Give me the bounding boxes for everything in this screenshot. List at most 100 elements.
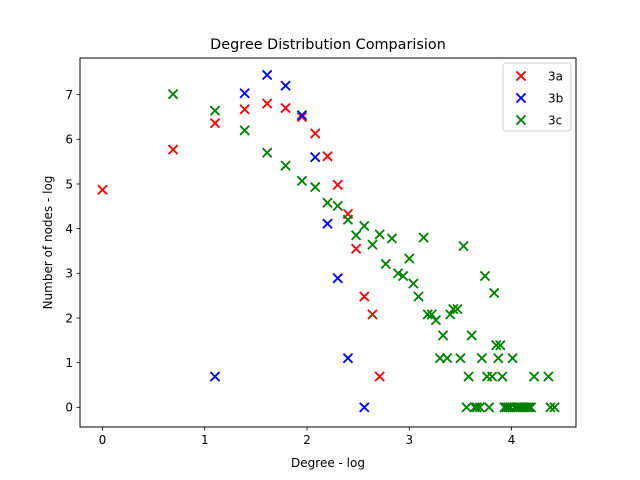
series-3a: [97, 98, 385, 382]
data-point: [261, 98, 273, 109]
data-point: [342, 214, 354, 225]
legend-marker-3b: [515, 92, 527, 104]
data-point: [167, 88, 179, 100]
data-point: [239, 104, 250, 115]
data-point: [310, 151, 321, 163]
series-3b: [209, 69, 370, 413]
x-axis-label: Degree - log: [291, 456, 365, 470]
data-point: [296, 111, 308, 123]
data-point: [167, 144, 179, 155]
data-point: [471, 402, 482, 413]
data-point: [469, 402, 480, 413]
data-point: [441, 353, 453, 364]
data-point: [386, 233, 398, 244]
data-point: [493, 353, 504, 364]
data-point: [209, 118, 221, 129]
y-axis-label: Number of nodes - log: [41, 176, 55, 310]
data-point: [525, 402, 537, 413]
y-tick-label: 3: [65, 267, 73, 281]
chart-title: Degree Distribution Comparision: [210, 37, 446, 53]
data-point: [367, 239, 378, 250]
data-point: [452, 303, 463, 315]
x-tick-label: 2: [303, 433, 311, 447]
x-tick-label: 0: [99, 433, 107, 447]
legend: 3a 3b 3c: [502, 62, 572, 132]
data-point: [437, 330, 449, 341]
data-point: [483, 402, 495, 413]
y-tick-label: 6: [65, 133, 73, 147]
y-tick-label: 1: [65, 356, 73, 370]
data-point: [434, 353, 446, 364]
data-point: [310, 128, 321, 139]
data-point: [497, 371, 508, 382]
data-point: [261, 69, 273, 81]
y-tick-label: 7: [65, 88, 73, 102]
data-point: [261, 147, 273, 158]
data-point: [367, 309, 378, 320]
data-point: [359, 220, 370, 232]
y-tick-label: 0: [65, 401, 73, 415]
y-axis: 0 1 2 3 4 5 6 7: [65, 88, 80, 415]
legend-marker-3a: [515, 70, 527, 82]
data-point: [239, 125, 250, 136]
data-point: [296, 109, 308, 121]
data-point: [463, 371, 474, 382]
data-point: [466, 330, 477, 341]
y-tick-label: 4: [65, 222, 73, 236]
data-point: [418, 232, 429, 243]
legend-box: [502, 62, 572, 132]
x-tick-label: 1: [201, 433, 209, 447]
data-point: [481, 371, 493, 382]
data-point: [359, 291, 370, 302]
data-point: [413, 291, 424, 302]
data-point: [523, 402, 535, 413]
data-point: [332, 200, 343, 212]
points-layer: [97, 69, 560, 413]
data-point: [97, 184, 108, 195]
data-point: [350, 230, 362, 241]
legend-label-3b: 3b: [548, 91, 563, 105]
data-point: [476, 353, 488, 364]
data-point: [430, 315, 442, 326]
x-tick-label: 3: [405, 433, 413, 447]
data-point: [474, 402, 486, 413]
data-point: [404, 253, 415, 264]
data-point: [280, 160, 291, 171]
data-point: [549, 402, 560, 413]
data-point: [392, 268, 404, 279]
data-point: [408, 278, 419, 289]
data-point: [488, 287, 500, 299]
data-point: [528, 371, 540, 382]
data-point: [458, 240, 469, 252]
data-point: [322, 197, 333, 208]
data-point: [342, 353, 354, 364]
data-point: [426, 309, 438, 320]
data-point: [455, 353, 466, 364]
data-point: [280, 102, 291, 114]
data-point: [380, 258, 391, 270]
data-point: [397, 270, 409, 282]
data-point: [239, 88, 250, 99]
legend-label-3a: 3a: [548, 69, 563, 83]
data-point: [495, 340, 506, 351]
series-3c: [167, 88, 560, 413]
data-point: [296, 175, 308, 187]
data-point: [322, 218, 333, 229]
legend-marker-3c: [515, 114, 527, 126]
y-tick-label: 5: [65, 177, 73, 191]
legend-label-3c: 3c: [548, 113, 562, 127]
data-point: [209, 371, 221, 382]
data-point: [280, 80, 291, 91]
x-tick-label: 4: [508, 433, 516, 447]
data-point: [486, 371, 498, 382]
data-point: [209, 105, 221, 116]
data-point: [374, 371, 385, 382]
data-point: [332, 273, 343, 284]
data-point: [543, 371, 554, 382]
data-point: [479, 270, 491, 282]
data-point: [332, 179, 343, 191]
data-point: [359, 402, 370, 413]
data-point: [310, 181, 321, 193]
data-point: [322, 151, 333, 162]
